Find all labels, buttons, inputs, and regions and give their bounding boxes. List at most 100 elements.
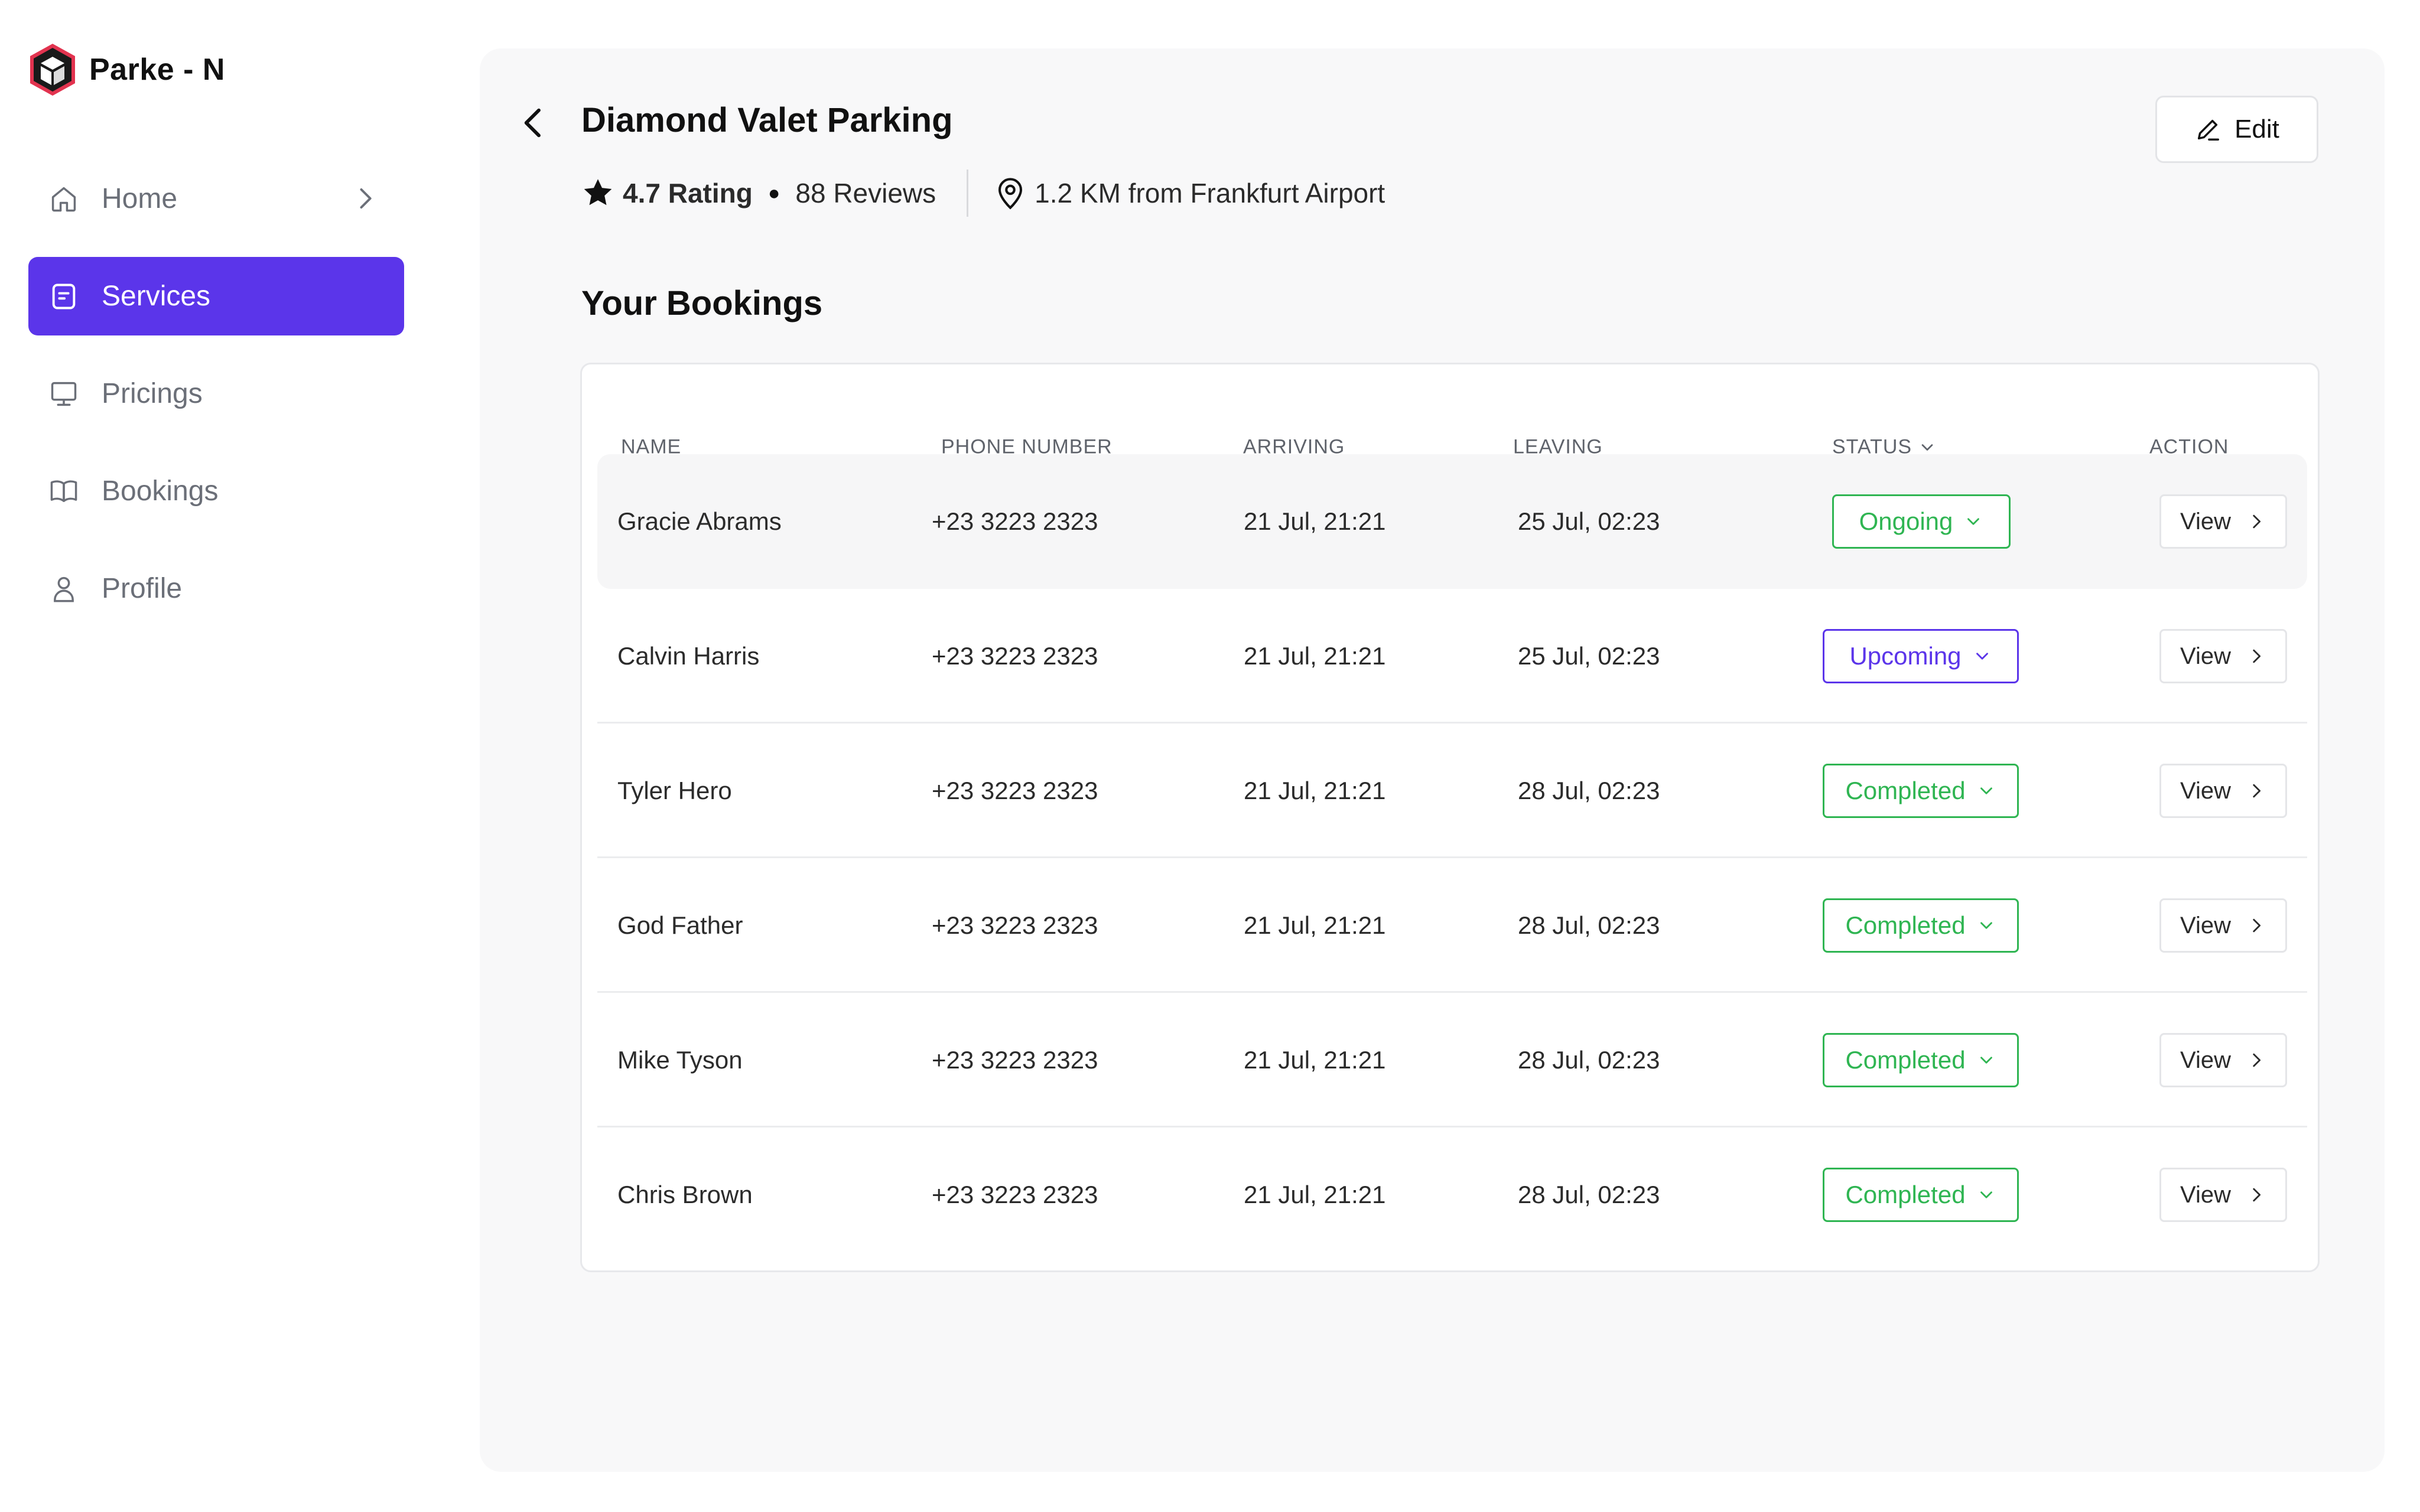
view-label: View [2180,508,2231,535]
logo-icon [30,44,75,96]
sidebar-nav: Home Services Pricings [28,159,404,647]
status-dropdown[interactable]: Completed [1823,1033,2019,1087]
sidebar-item-home[interactable]: Home [28,159,404,238]
chevron-down-icon [1976,653,1988,660]
cell-name: Gracie Abrams [617,507,782,535]
status-dropdown[interactable]: Completed [1823,898,2019,953]
brand-name: Parke - N [89,53,225,87]
view-label: View [2180,912,2231,939]
view-button[interactable]: View [2159,898,2287,953]
sidebar: Parke - N Home Services [0,0,449,1512]
view-button[interactable]: View [2159,629,2287,683]
edit-button[interactable]: Edit [2155,96,2318,163]
service-meta: 4.7 Rating ● 88 Reviews 1.2 KM from Fran… [581,170,1385,217]
table-row[interactable]: Chris Brown +23 3223 2323 21 Jul, 21:21 … [597,1128,2307,1262]
sidebar-item-profile[interactable]: Profile [28,549,404,628]
sidebar-item-services[interactable]: Services [28,257,404,335]
row-divider [597,722,2307,724]
edit-label: Edit [2234,115,2279,144]
document-icon [47,280,80,313]
cell-arriving: 21 Jul, 21:21 [1244,642,1386,670]
status-dropdown[interactable]: Ongoing [1832,494,2011,549]
status-dropdown[interactable]: Upcoming [1823,629,2019,683]
cell-phone: +23 3223 2323 [932,507,1098,535]
status-label: Upcoming [1849,642,1962,670]
cell-phone: +23 3223 2323 [932,642,1098,670]
monitor-icon [47,377,80,410]
cell-leaving: 28 Jul, 02:23 [1518,1046,1660,1074]
row-divider [597,1126,2307,1128]
cell-arriving: 21 Jul, 21:21 [1244,1046,1386,1074]
brand[interactable]: Parke - N [27,40,225,99]
view-label: View [2180,1047,2231,1073]
rating-text: 4.7 Rating [623,178,753,208]
table-row[interactable]: Mike Tyson +23 3223 2323 21 Jul, 21:21 2… [597,993,2307,1128]
sidebar-item-label: Pricings [102,378,203,409]
sidebar-item-label: Profile [102,573,183,604]
section-title: Your Bookings [581,284,823,322]
pencil-icon [2198,119,2220,141]
view-button[interactable]: View [2159,494,2287,549]
row-divider [597,991,2307,993]
cell-arriving: 21 Jul, 21:21 [1244,1181,1386,1208]
table-row[interactable]: God Father +23 3223 2323 21 Jul, 21:21 2… [597,858,2307,993]
view-label: View [2180,1181,2231,1208]
cell-arriving: 21 Jul, 21:21 [1244,911,1386,939]
status-dropdown[interactable]: Completed [1823,1168,2019,1222]
cell-name: Tyler Hero [617,777,732,804]
cell-name: Chris Brown [617,1181,753,1208]
chevron-down-icon [1921,444,1933,451]
book-icon [47,475,80,508]
meta-divider [967,170,969,217]
cell-leaving: 28 Jul, 02:23 [1518,911,1660,939]
view-label: View [2180,643,2231,669]
view-button[interactable]: View [2159,1168,2287,1222]
cell-phone: +23 3223 2323 [932,1181,1098,1208]
home-icon [47,183,80,216]
chevron-right-icon [2253,1188,2261,1202]
chevron-right-icon [2253,514,2261,529]
status-label: Completed [1845,911,1966,939]
chevron-down-icon [1967,518,1980,525]
status-label: Completed [1845,777,1966,804]
status-label: Completed [1845,1046,1966,1074]
chevron-down-icon [1980,787,1992,794]
chevron-down-icon [1980,922,1992,929]
sidebar-item-bookings[interactable]: Bookings [28,452,404,530]
status-label: Ongoing [1859,507,1953,535]
view-button[interactable]: View [2159,764,2287,818]
chevron-right-icon [2253,784,2261,798]
chevron-right-icon [2253,649,2261,663]
view-label: View [2180,777,2231,804]
table-row[interactable]: Calvin Harris +23 3223 2323 21 Jul, 21:2… [597,589,2307,724]
user-icon [47,572,80,605]
cell-name: Mike Tyson [617,1046,743,1074]
table-row[interactable]: Gracie Abrams +23 3223 2323 21 Jul, 21:2… [597,454,2307,589]
chevron-right-icon [2253,1053,2261,1067]
cell-name: God Father [617,911,743,939]
back-arrow-icon[interactable] [515,102,553,144]
sidebar-item-label: Home [102,183,178,214]
distance-text: 1.2 KM from Frankfurt Airport [1035,178,1385,208]
status-dropdown[interactable]: Completed [1823,764,2019,818]
table-row[interactable]: Tyler Hero +23 3223 2323 21 Jul, 21:21 2… [597,724,2307,858]
sidebar-item-pricings[interactable]: Pricings [28,354,404,433]
status-label: Completed [1845,1181,1966,1208]
bookings-table: NAME PHONE NUMBER ARRIVING LEAVING STATU… [580,363,2320,1272]
location-pin-icon [998,178,1023,210]
star-icon [584,179,612,206]
cell-phone: +23 3223 2323 [932,1046,1098,1074]
chevron-down-icon [1980,1191,1992,1198]
cell-leaving: 25 Jul, 02:23 [1518,642,1660,670]
cell-name: Calvin Harris [617,642,760,670]
view-button[interactable]: View [2159,1033,2287,1087]
chevron-right-icon [360,188,372,209]
main-panel: Diamond Valet Parking 4.7 Rating ● 88 Re… [480,48,2385,1472]
cell-arriving: 21 Jul, 21:21 [1244,507,1386,535]
chevron-down-icon [1980,1057,1992,1064]
row-divider [597,856,2307,858]
page-title: Diamond Valet Parking [581,101,953,139]
chevron-right-icon [2253,918,2261,933]
cell-arriving: 21 Jul, 21:21 [1244,777,1386,804]
cell-phone: +23 3223 2323 [932,911,1098,939]
